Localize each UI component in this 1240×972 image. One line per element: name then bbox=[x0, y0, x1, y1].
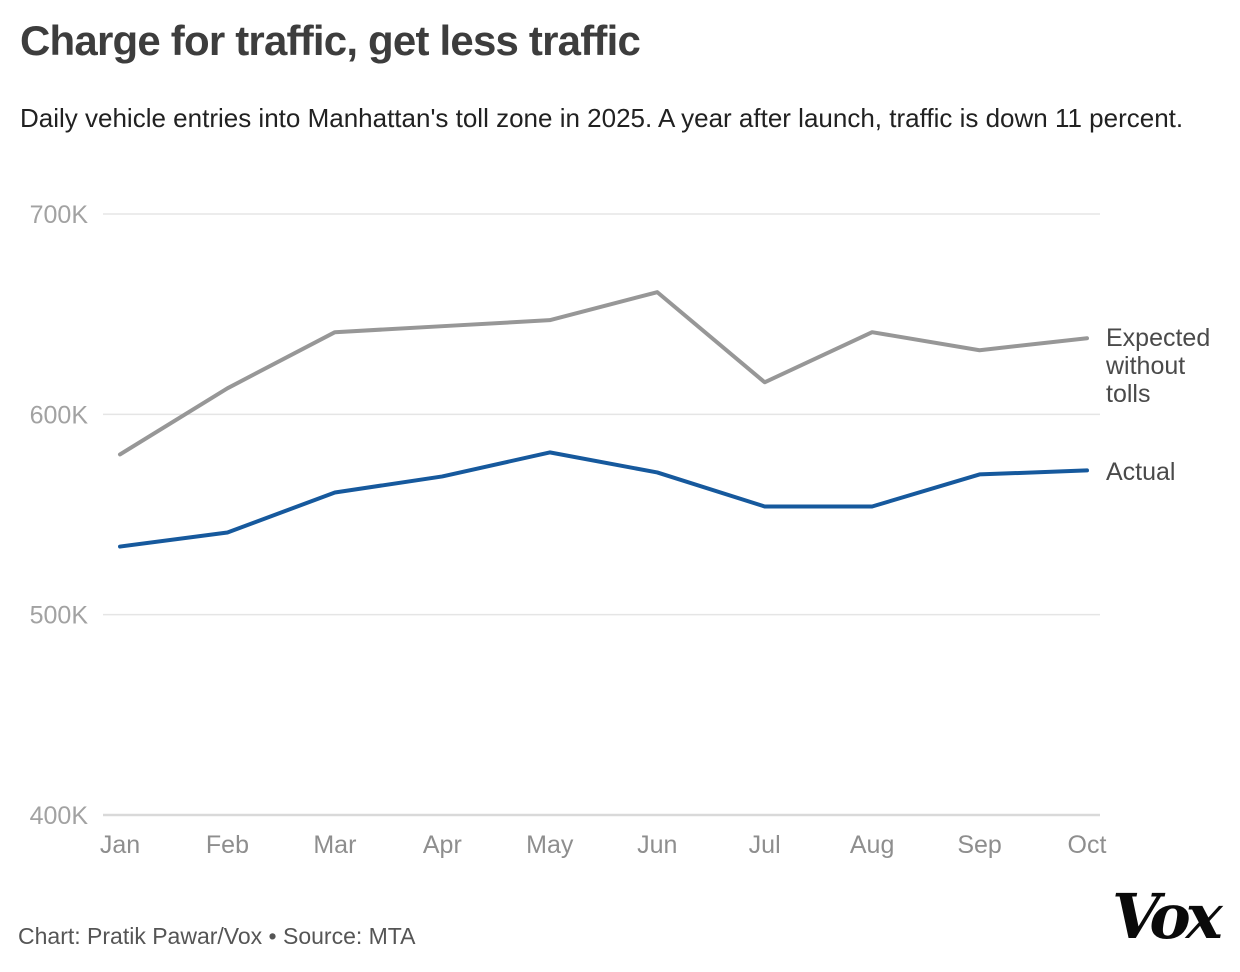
chart-subtitle: Daily vehicle entries into Manhattan's t… bbox=[20, 103, 1184, 133]
legend-label-expected: Expected without tolls bbox=[1106, 324, 1211, 408]
x-tick-Jan: Jan bbox=[100, 831, 140, 859]
x-tick-Jul: Jul bbox=[749, 831, 781, 859]
x-tick-Aug: Aug bbox=[850, 831, 894, 859]
x-tick-May: May bbox=[526, 831, 574, 859]
x-tick-Jun: Jun bbox=[637, 831, 677, 859]
actual-line bbox=[118, 450, 1089, 549]
x-tick-Sep: Sep bbox=[957, 831, 1001, 859]
x-tick-Mar: Mar bbox=[313, 831, 356, 859]
chart-title: Charge for traffic, get less traffic bbox=[20, 17, 641, 64]
legend-label-actual: Actual bbox=[1106, 458, 1176, 486]
x-tick-Feb: Feb bbox=[206, 831, 249, 859]
y-tick-700K: 700K bbox=[30, 201, 89, 229]
x-tick-Oct: Oct bbox=[1068, 831, 1107, 859]
y-tick-500K: 500K bbox=[30, 602, 89, 630]
y-tick-600K: 600K bbox=[30, 401, 89, 429]
expected-line bbox=[118, 290, 1089, 457]
vox-logo: Vox bbox=[1112, 880, 1223, 953]
chart-credit: Chart: Pratik Pawar/Vox • Source: MTA bbox=[18, 923, 416, 949]
y-tick-400K: 400K bbox=[30, 802, 89, 830]
x-tick-Apr: Apr bbox=[423, 831, 462, 859]
